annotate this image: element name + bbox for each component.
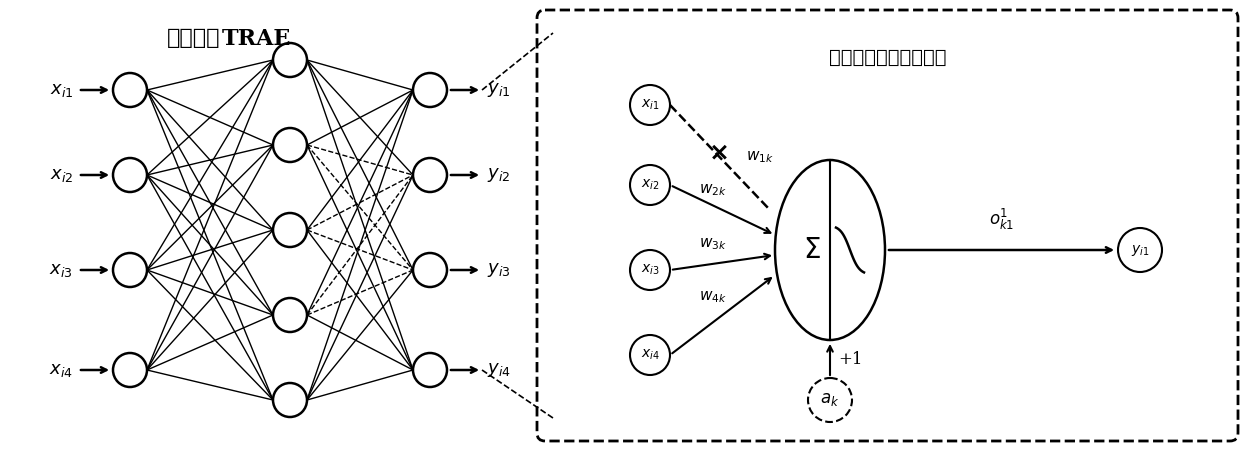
- Text: $x_{i2}$: $x_{i2}$: [641, 178, 660, 192]
- Text: $x_{i3}$: $x_{i3}$: [641, 263, 660, 277]
- Text: $x_{i2}$: $x_{i2}$: [50, 166, 73, 184]
- Circle shape: [413, 73, 446, 107]
- Text: $y_{i4}$: $y_{i4}$: [487, 361, 511, 379]
- Circle shape: [630, 85, 670, 125]
- Text: 网络模型: 网络模型: [166, 28, 219, 48]
- Text: $x_{i4}$: $x_{i4}$: [50, 361, 73, 379]
- Circle shape: [630, 335, 670, 375]
- Circle shape: [273, 128, 308, 162]
- Text: $w_{3k}$: $w_{3k}$: [698, 237, 727, 252]
- Circle shape: [1118, 228, 1162, 272]
- Text: 隐藏层节点的计算规则: 隐藏层节点的计算规则: [828, 48, 946, 67]
- Text: $\Sigma$: $\Sigma$: [804, 236, 821, 264]
- Circle shape: [113, 253, 148, 287]
- Circle shape: [273, 213, 308, 247]
- Text: $x_{i4}$: $x_{i4}$: [641, 348, 660, 362]
- Text: $x_{i3}$: $x_{i3}$: [50, 261, 73, 279]
- Text: $o_{k1}^{1}$: $o_{k1}^{1}$: [988, 207, 1014, 232]
- Circle shape: [630, 250, 670, 290]
- Text: +1: +1: [838, 351, 863, 367]
- Text: $w_{4k}$: $w_{4k}$: [698, 289, 727, 305]
- Circle shape: [413, 253, 446, 287]
- Circle shape: [808, 378, 852, 422]
- Circle shape: [273, 43, 308, 77]
- Text: $w_{2k}$: $w_{2k}$: [698, 182, 727, 198]
- Circle shape: [273, 298, 308, 332]
- Circle shape: [113, 158, 148, 192]
- Ellipse shape: [775, 160, 885, 340]
- Text: $x_{i1}$: $x_{i1}$: [641, 98, 660, 112]
- Text: $x_{i1}$: $x_{i1}$: [50, 81, 73, 99]
- Text: $y_{i3}$: $y_{i3}$: [487, 261, 511, 279]
- Circle shape: [113, 73, 148, 107]
- Circle shape: [113, 353, 148, 387]
- Circle shape: [273, 383, 308, 417]
- Circle shape: [413, 158, 446, 192]
- Text: TRAE: TRAE: [222, 28, 291, 50]
- Text: $y_{i1}$: $y_{i1}$: [487, 81, 511, 99]
- Text: $w_{1k}$: $w_{1k}$: [745, 150, 774, 165]
- Text: $\mathbf{\times}$: $\mathbf{\times}$: [708, 141, 728, 164]
- FancyBboxPatch shape: [537, 10, 1238, 441]
- Circle shape: [630, 165, 670, 205]
- Text: $a_k$: $a_k$: [821, 392, 839, 409]
- Text: $y_{i2}$: $y_{i2}$: [487, 166, 511, 184]
- Circle shape: [413, 353, 446, 387]
- Text: $y_{i1}$: $y_{i1}$: [1131, 242, 1149, 257]
